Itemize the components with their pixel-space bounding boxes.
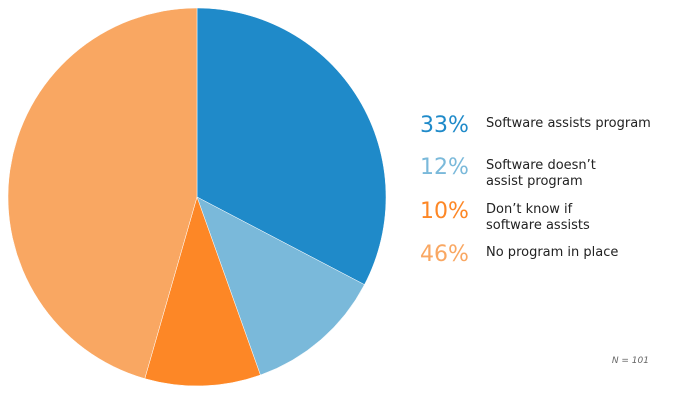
- pie-slice-0: [196, 7, 387, 285]
- legend-item-no-program: 46% No program in place: [420, 243, 671, 267]
- legend-percent: 33%: [420, 113, 469, 138]
- sample-size-note: N = 101: [611, 356, 649, 366]
- legend-item-software-assists: 33% Software assists program: [420, 114, 671, 138]
- legend-percent: 12%: [420, 155, 469, 180]
- legend-label: Software doesn’t assist program: [486, 158, 596, 189]
- legend-label: Software assists program: [486, 116, 651, 131]
- pie-slice-1: [196, 196, 365, 376]
- legend-item-dont-know: 10% Don’t know if software assists: [420, 200, 611, 234]
- legend-label: Don’t know if software assists: [486, 202, 590, 233]
- legend-percent: 46%: [420, 242, 469, 267]
- pie-slice-3: [7, 7, 198, 379]
- legend-item-software-doesnt-assist: 12% Software doesn’t assist program: [420, 156, 636, 190]
- legend-percent: 10%: [420, 199, 469, 224]
- pie-chart: [7, 7, 387, 387]
- pie-slice-2: [144, 196, 261, 387]
- legend-label: No program in place: [486, 245, 619, 260]
